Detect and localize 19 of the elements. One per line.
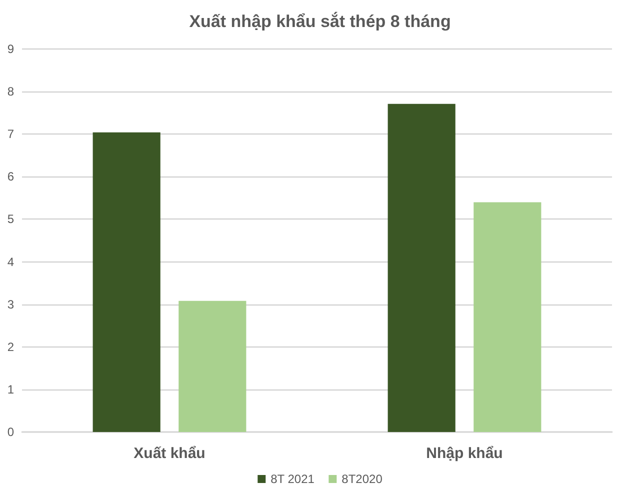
bar [474, 202, 542, 432]
legend-label: 8T2020 [342, 472, 383, 486]
y-tick-label: 2 [7, 340, 14, 354]
y-tick-label: 1 [7, 382, 14, 396]
y-tick-label: 4 [7, 254, 14, 269]
y-tick-label: 6 [7, 170, 14, 184]
bar [178, 300, 246, 432]
y-tick-label: 0 [7, 425, 14, 439]
bar [388, 104, 456, 432]
legend-label: 8T 2021 [270, 472, 315, 486]
y-tick-label: 5 [7, 212, 14, 226]
y-tick-label: 7 [7, 127, 14, 142]
x-tick-label: Nhập khẩu [426, 445, 503, 462]
y-tick-label: 9 [7, 42, 14, 56]
y-tick-label: 3 [7, 297, 14, 312]
x-tick-label: Xuất khẩu [134, 445, 206, 462]
y-tick-label: 8 [7, 84, 14, 99]
chart-title: Xuất nhập khẩu sắt thép 8 tháng [189, 11, 451, 31]
bar [92, 132, 160, 432]
